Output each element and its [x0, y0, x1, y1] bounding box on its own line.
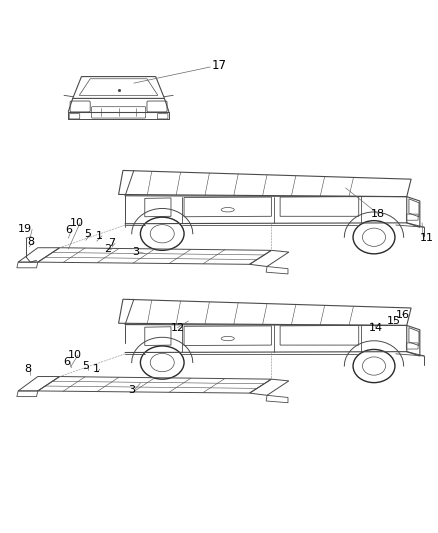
Text: 1: 1	[93, 364, 100, 374]
Text: 2: 2	[104, 244, 111, 254]
Text: 11: 11	[420, 233, 433, 243]
Text: 8: 8	[27, 238, 34, 247]
Text: 14: 14	[369, 322, 383, 333]
Text: 15: 15	[387, 316, 401, 326]
Text: 10: 10	[70, 218, 84, 228]
Text: 10: 10	[68, 350, 82, 360]
Text: 6: 6	[64, 357, 71, 367]
Text: 5: 5	[82, 361, 89, 370]
Text: 8: 8	[24, 364, 32, 374]
Text: 1: 1	[95, 231, 102, 241]
Text: 19: 19	[18, 224, 32, 235]
Text: 17: 17	[212, 59, 226, 72]
Text: 7: 7	[109, 238, 116, 248]
Text: 5: 5	[85, 229, 92, 239]
Text: 16: 16	[396, 310, 410, 319]
Text: 3: 3	[128, 385, 135, 394]
Text: 12: 12	[170, 322, 184, 333]
Text: 18: 18	[371, 209, 385, 219]
Text: 6: 6	[65, 225, 72, 235]
Text: 3: 3	[133, 247, 140, 257]
